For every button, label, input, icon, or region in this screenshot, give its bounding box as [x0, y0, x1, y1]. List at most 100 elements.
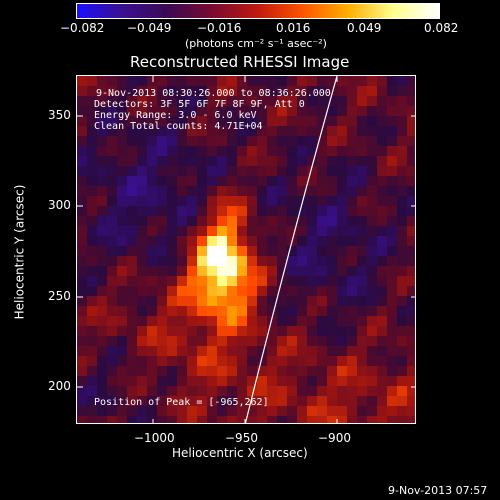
- image-pixel: [387, 106, 397, 116]
- image-pixel: [137, 126, 147, 136]
- image-pixel: [197, 366, 207, 376]
- image-pixel: [377, 316, 387, 326]
- image-pixel: [377, 276, 387, 286]
- image-pixel: [387, 266, 397, 276]
- image-pixel: [397, 316, 407, 326]
- image-pixel: [257, 296, 267, 306]
- image-pixel: [237, 156, 247, 166]
- image-pixel: [237, 96, 247, 106]
- image-pixel: [127, 136, 137, 146]
- image-pixel: [77, 196, 87, 206]
- image-pixel: [167, 326, 177, 336]
- image-pixel: [297, 176, 307, 186]
- image-pixel: [97, 106, 107, 116]
- image-pixel: [207, 306, 217, 316]
- image-pixel: [277, 296, 287, 306]
- image-pixel: [317, 166, 327, 176]
- image-pixel: [207, 96, 217, 106]
- image-pixel: [247, 376, 257, 386]
- image-pixel: [187, 176, 197, 186]
- image-pixel: [387, 186, 397, 196]
- image-pixel: [327, 186, 337, 196]
- image-pixel: [317, 176, 327, 186]
- image-pixel: [217, 266, 227, 276]
- image-pixel: [307, 326, 317, 336]
- image-pixel: [77, 296, 87, 306]
- image-pixel: [327, 356, 337, 366]
- image-pixel: [317, 286, 327, 296]
- image-pixel: [107, 116, 117, 126]
- image-pixel: [367, 136, 377, 146]
- image-pixel: [317, 156, 327, 166]
- image-pixel: [187, 146, 197, 156]
- image-pixel: [207, 406, 217, 416]
- image-pixel: [197, 296, 207, 306]
- image-pixel: [157, 156, 167, 166]
- image-pixel: [147, 176, 157, 186]
- image-pixel: [167, 306, 177, 316]
- image-pixel: [397, 86, 407, 96]
- image-pixel: [387, 216, 397, 226]
- image-pixel: [257, 246, 267, 256]
- image-pixel: [257, 416, 267, 423]
- image-pixel: [227, 396, 237, 406]
- image-pixel: [217, 146, 227, 156]
- image-pixel: [97, 366, 107, 376]
- image-pixel: [267, 246, 277, 256]
- image-pixel: [77, 166, 87, 176]
- image-pixel: [277, 216, 287, 226]
- image-pixel: [177, 156, 187, 166]
- image-pixel: [237, 226, 247, 236]
- image-pixel: [157, 116, 167, 126]
- image-pixel: [277, 416, 287, 423]
- image-pixel: [77, 356, 87, 366]
- image-pixel: [397, 416, 407, 423]
- y-tick-label: 250: [48, 289, 71, 303]
- image-pixel: [107, 206, 117, 216]
- image-pixel: [127, 206, 137, 216]
- image-pixel: [167, 356, 177, 366]
- image-pixel: [317, 306, 327, 316]
- image-pixel: [237, 286, 247, 296]
- image-pixel: [387, 96, 397, 106]
- image-pixel: [157, 306, 167, 316]
- image-pixel: [77, 136, 87, 146]
- image-pixel: [307, 346, 317, 356]
- image-pixel: [357, 396, 367, 406]
- image-pixel: [227, 196, 237, 206]
- image-pixel: [157, 346, 167, 356]
- image-pixel: [97, 126, 107, 136]
- image-pixel: [317, 346, 327, 356]
- image-pixel: [397, 256, 407, 266]
- image-pixel: [287, 126, 297, 136]
- image-pixel: [277, 236, 287, 246]
- image-pixel: [167, 236, 177, 246]
- image-pixel: [397, 336, 407, 346]
- image-pixel: [307, 136, 317, 146]
- image-pixel: [197, 406, 207, 416]
- image-pixel: [377, 226, 387, 236]
- image-pixel: [157, 266, 167, 276]
- image-pixel: [347, 366, 357, 376]
- image-pixel: [147, 296, 157, 306]
- image-pixel: [397, 386, 407, 396]
- image-pixel: [187, 136, 197, 146]
- image-pixel: [197, 396, 207, 406]
- image-pixel: [247, 116, 257, 126]
- image-pixel: [207, 196, 217, 206]
- image-pixel: [77, 86, 87, 96]
- image-pixel: [187, 166, 197, 176]
- image-pixel: [137, 156, 147, 166]
- detectors-label: Detectors: 3F 5F 6F 7F 8F 9F, Att 0: [94, 99, 305, 110]
- image-pixel: [87, 126, 97, 136]
- image-pixel: [277, 326, 287, 336]
- image-pixel: [367, 196, 377, 206]
- image-pixel: [107, 306, 117, 316]
- image-pixel: [117, 136, 127, 146]
- image-pixel: [337, 306, 347, 316]
- image-pixel: [327, 166, 337, 176]
- image-pixel: [327, 76, 337, 86]
- image-pixel: [167, 286, 177, 296]
- image-pixel: [257, 316, 267, 326]
- image-pixel: [397, 346, 407, 356]
